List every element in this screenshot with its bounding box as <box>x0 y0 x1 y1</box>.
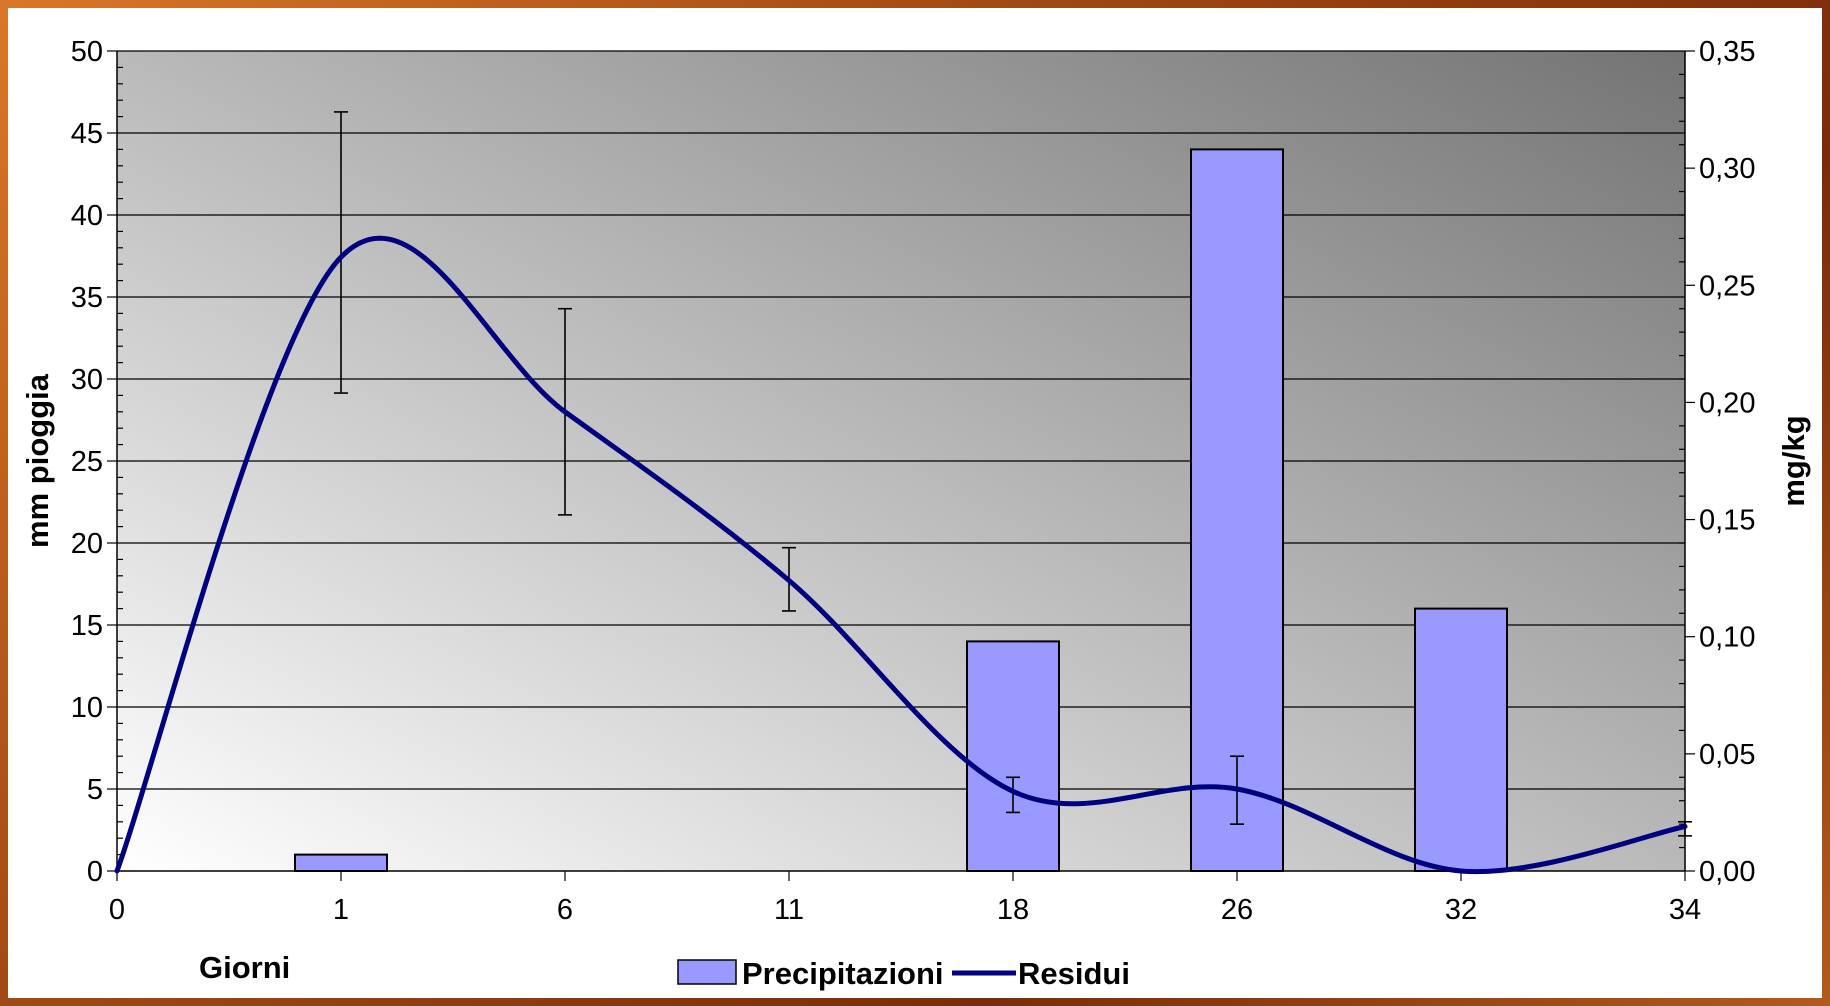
y-left-tick-label: 10 <box>71 692 103 724</box>
y-right-tick-label: 0,15 <box>1699 505 1755 537</box>
x-tick-label: 6 <box>557 894 573 926</box>
legend-label-precipitazioni: Precipitazioni <box>742 956 944 991</box>
line-series-residui <box>114 236 1688 875</box>
error-bar-18 <box>1006 776 1020 814</box>
y-left-tick-label: 0 <box>87 856 103 888</box>
y-right-axis-title: mg/kg <box>1776 415 1811 506</box>
y-left-axis-title: mm pioggia <box>20 373 55 548</box>
bar-series <box>294 148 1508 873</box>
y-left-tick-label: 20 <box>71 528 103 560</box>
x-tick-label: 26 <box>1221 894 1253 926</box>
y-left-tick-label: 40 <box>71 200 103 232</box>
error-bar-1 <box>334 111 348 394</box>
gridlines <box>117 50 1685 790</box>
y-right-tick-label: 0,30 <box>1699 153 1755 185</box>
y-left-tick-label: 35 <box>71 282 103 314</box>
legend: Precipitazioni Residui <box>677 956 1130 991</box>
x-tick-label: 0 <box>109 894 125 926</box>
y-right-tick-label: 0,25 <box>1699 270 1755 302</box>
legend-swatch-precipitazioni <box>677 959 737 985</box>
x-axis-title: Giorni <box>199 950 290 985</box>
chart-canvas: 0 5 10 15 20 25 30 35 40 45 50 0,00 0,05 0,10 0,15 0,20… <box>8 8 1822 998</box>
y-left-tick-label: 15 <box>71 610 103 642</box>
x-tick-label: 11 <box>774 894 804 926</box>
x-tick-label: 32 <box>1445 894 1477 926</box>
x-tick-label: 34 <box>1669 894 1701 926</box>
x-tick-label: 18 <box>997 894 1029 926</box>
bar-18 <box>966 640 1060 873</box>
y-right-tick-label: 0,00 <box>1699 856 1755 888</box>
y-left-tick-label: 50 <box>71 36 103 68</box>
y-left-tick-label: 30 <box>71 364 103 396</box>
tick-labels: 051015202530354045500,000,050,100,150,20… <box>71 36 1756 926</box>
y-right-tick-label: 0,05 <box>1699 739 1755 771</box>
y-left-tick-label: 45 <box>71 118 103 150</box>
combo-chart: 051015202530354045500,000,050,100,150,20… <box>20 36 1811 991</box>
bar-32 <box>1414 607 1508 872</box>
bar-1 <box>294 853 388 872</box>
y-right-tick-label: 0,10 <box>1699 622 1755 654</box>
x-tick-label: 1 <box>333 894 349 926</box>
legend-label-residui: Residui <box>1018 956 1130 991</box>
y-right-tick-label: 0,20 <box>1699 387 1755 419</box>
y-left-tick-label: 25 <box>71 446 103 478</box>
y-right-tick-label: 0,35 <box>1699 36 1755 68</box>
y-left-tick-label: 5 <box>87 774 103 806</box>
